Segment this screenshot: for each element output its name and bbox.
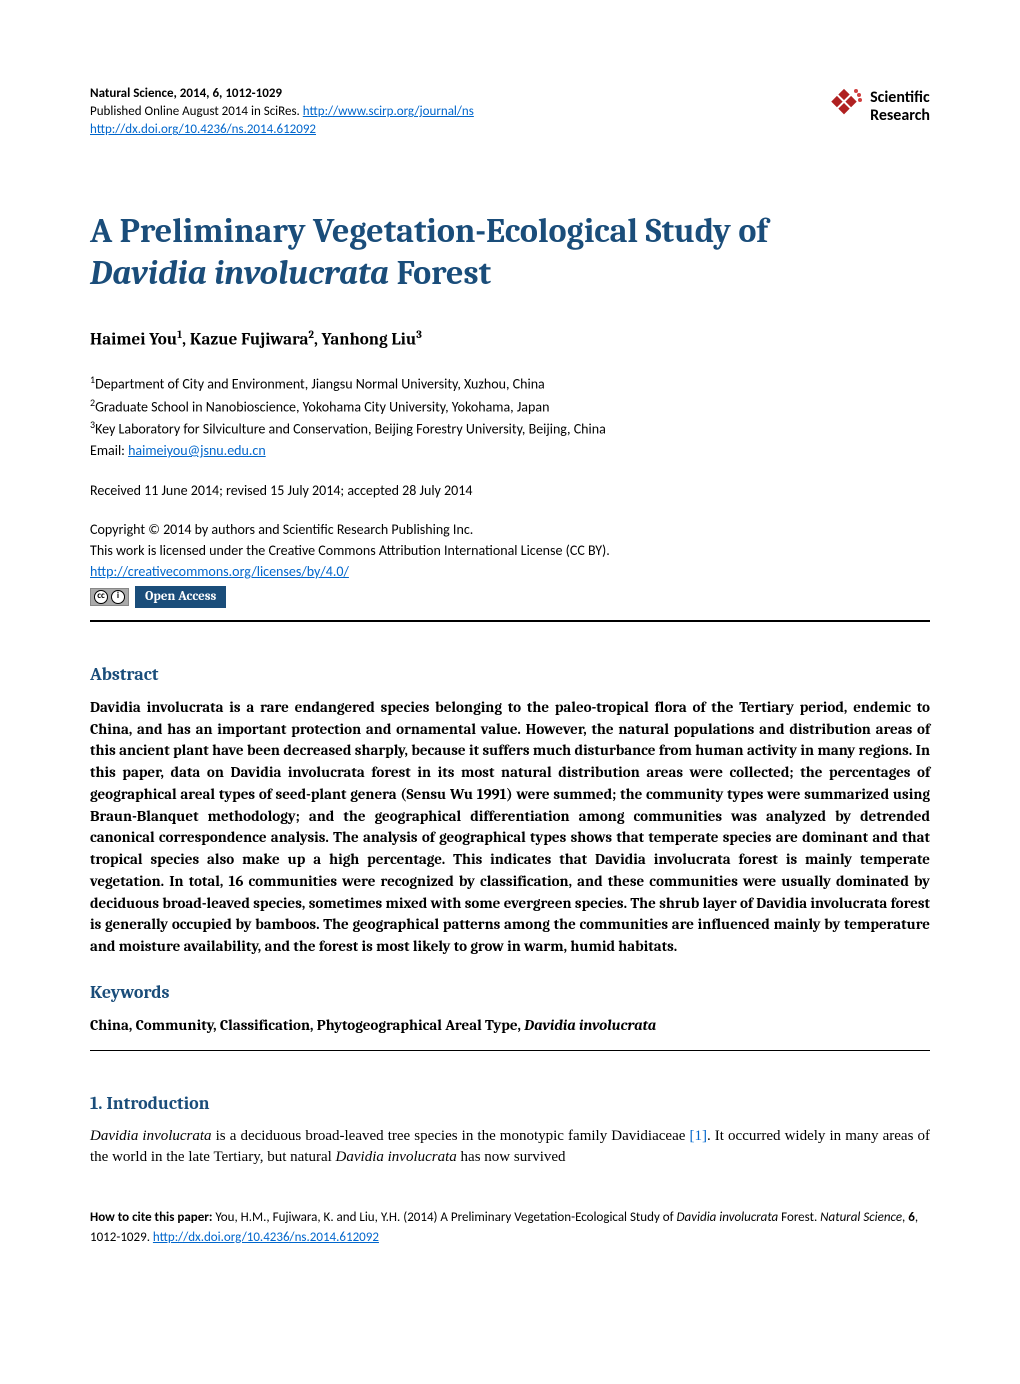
cc-by-badge-icon: cc i bbox=[90, 588, 129, 606]
abstract-sp2: Davidia involucrata bbox=[231, 763, 365, 781]
doi-link[interactable]: http://dx.doi.org/10.4236/ns.2014.612092 bbox=[90, 122, 316, 137]
ref-1-link[interactable]: [1] bbox=[689, 1128, 707, 1144]
introduction-heading: 1. Introduction bbox=[90, 1091, 930, 1116]
affiliations-block: 1Department of City and Environment, Jia… bbox=[90, 372, 930, 461]
title-line2-rest: Forest bbox=[389, 253, 491, 293]
keywords-italic: Davidia involucrata bbox=[524, 1016, 656, 1034]
logo-line1: Scientific bbox=[870, 89, 930, 107]
cite-label: How to cite this paper: bbox=[90, 1210, 212, 1225]
affiliation-3: 3Key Laboratory for Silviculture and Con… bbox=[90, 417, 930, 440]
email-line: Email: haimeiyou@jsnu.edu.cn bbox=[90, 440, 930, 461]
introduction-section: 1. Introduction Davidia involucrata is a… bbox=[90, 1091, 930, 1168]
publication-line: Published Online August 2014 in SciRes. … bbox=[90, 103, 474, 121]
license-url-line: http://creativecommons.org/licenses/by/4… bbox=[90, 561, 930, 582]
author-1-sup: 1 bbox=[177, 328, 182, 341]
cite-volume: 6 bbox=[908, 1210, 915, 1225]
title-species-italic: Davidia involucrata bbox=[90, 253, 389, 293]
intro-t1: is a deciduous broad-leaved tree species… bbox=[212, 1128, 690, 1144]
cc-icon: cc bbox=[94, 590, 108, 604]
published-prefix: Published Online August 2014 in SciRes. bbox=[90, 104, 303, 119]
license-link[interactable]: http://creativecommons.org/licenses/by/4… bbox=[90, 563, 349, 580]
cite-journal: Natural Science bbox=[820, 1210, 902, 1225]
title-line1: A Preliminary Vegetation-Ecological Stud… bbox=[90, 211, 768, 251]
article-dates: Received 11 June 2014; revised 15 July 2… bbox=[90, 481, 930, 501]
affiliation-2: 2Graduate School in Nanobioscience, Yoko… bbox=[90, 395, 930, 418]
keywords-text: China, Community, Classification, Phytog… bbox=[90, 1016, 524, 1034]
cite-text: You, H.M., Fujiwara, K. and Liu, Y.H. (2… bbox=[212, 1210, 676, 1225]
aff2-text: Graduate School in Nanobioscience, Yokoh… bbox=[95, 398, 549, 415]
author-3: Yanhong Liu bbox=[322, 330, 417, 349]
page-header: Natural Science, 2014, 6, 1012-1029 Publ… bbox=[90, 85, 930, 140]
author-2-sup: 2 bbox=[308, 328, 314, 341]
license-badges: cc i Open Access bbox=[90, 586, 930, 608]
divider-bottom bbox=[90, 1050, 930, 1051]
keywords-body: China, Community, Classification, Phytog… bbox=[90, 1015, 930, 1036]
intro-sp2: Davidia involucrata bbox=[336, 1149, 457, 1165]
abstract-heading: Abstract bbox=[90, 662, 930, 687]
journal-citation: Natural Science, 2014, 6, 1012-1029 bbox=[90, 85, 474, 103]
author-2: Kazue Fujiwara bbox=[190, 330, 309, 349]
intro-t3: has now survived bbox=[457, 1149, 566, 1165]
by-icon: i bbox=[111, 590, 125, 604]
author-1: Haimei You bbox=[90, 330, 177, 349]
journal-url-link[interactable]: http://www.scirp.org/journal/ns bbox=[303, 104, 474, 119]
abstract-sp1: Davidia involucrata bbox=[90, 698, 223, 716]
affiliation-1: 1Department of City and Environment, Jia… bbox=[90, 372, 930, 395]
cite-species: Davidia involucrata bbox=[677, 1210, 779, 1225]
aff1-text: Department of City and Environment, Jian… bbox=[95, 376, 545, 393]
abstract-body: Davidia involucrata is a rare endangered… bbox=[90, 697, 930, 958]
copyright-block: Copyright © 2014 by authors and Scientif… bbox=[90, 519, 930, 582]
intro-sp1: Davidia involucrata bbox=[90, 1128, 212, 1144]
logo-line2: Research bbox=[870, 107, 930, 125]
journal-info: Natural Science, 2014, 6, 1012-1029 Publ… bbox=[90, 85, 474, 140]
footer-doi-link[interactable]: http://dx.doi.org/10.4236/ns.2014.612092 bbox=[153, 1230, 379, 1245]
authors-line: Haimei You1, Kazue Fujiwara2, Yanhong Li… bbox=[90, 327, 930, 352]
article-title: A Preliminary Vegetation-Ecological Stud… bbox=[90, 210, 930, 295]
keywords-heading: Keywords bbox=[90, 980, 930, 1005]
cite-text2: Forest. bbox=[778, 1210, 820, 1225]
email-label: Email: bbox=[90, 442, 128, 459]
author-email-link[interactable]: haimeiyou@jsnu.edu.cn bbox=[128, 442, 266, 459]
abstract-sp4: Davidia involucrata bbox=[756, 894, 887, 912]
copyright-line1: Copyright © 2014 by authors and Scientif… bbox=[90, 519, 930, 540]
open-access-badge: Open Access bbox=[135, 586, 226, 608]
citation-footer: How to cite this paper: You, H.M., Fujiw… bbox=[90, 1208, 930, 1247]
publisher-logo: Scientific Research bbox=[826, 85, 930, 128]
copyright-line2: This work is licensed under the Creative… bbox=[90, 540, 930, 561]
abstract-sp3: Davidia involucrata bbox=[595, 850, 731, 868]
logo-text: Scientific Research bbox=[870, 89, 930, 124]
aff3-text: Key Laboratory for Silviculture and Cons… bbox=[95, 421, 606, 438]
introduction-body: Davidia involucrata is a deciduous broad… bbox=[90, 1126, 930, 1168]
doi-line: http://dx.doi.org/10.4236/ns.2014.612092 bbox=[90, 121, 474, 139]
logo-diamond-icon bbox=[826, 85, 862, 128]
author-3-sup: 3 bbox=[416, 328, 422, 341]
divider-top bbox=[90, 620, 930, 622]
